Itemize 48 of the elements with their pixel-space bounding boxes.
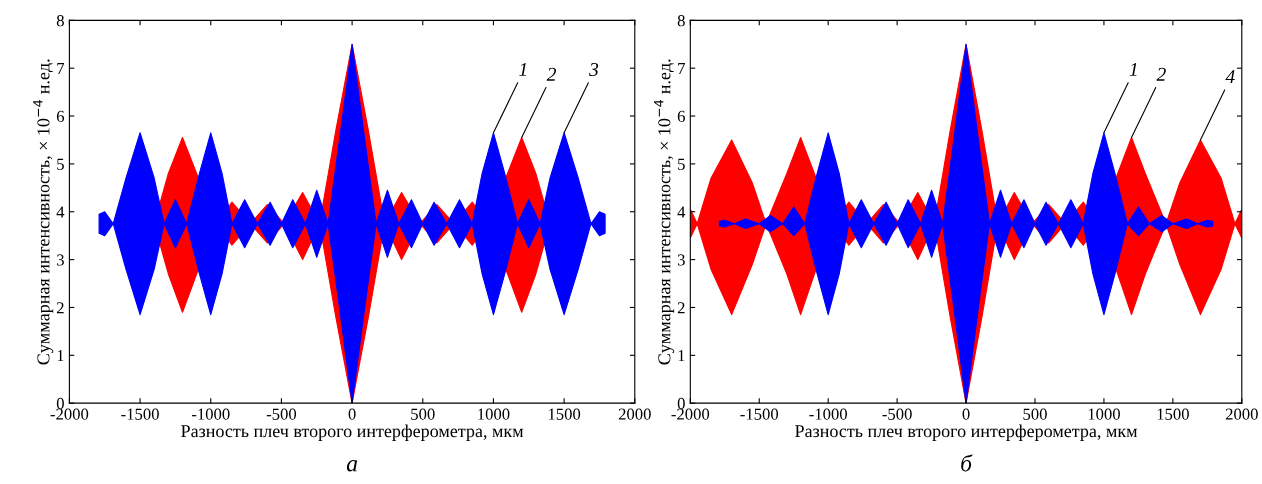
y-tick-label: 4 (56, 206, 65, 218)
annotation: 2 (546, 67, 556, 81)
x-tick-label: 500 (411, 408, 435, 420)
y-tick-label: 3 (677, 254, 685, 266)
y-tick-label: 8 (56, 15, 64, 27)
x-tick-label: -2000 (671, 408, 710, 420)
y-axis-title: Суммарная интенсивность, × 10$^{−4}$ н.ед. (33, 59, 54, 365)
y-tick-label: 5 (57, 158, 64, 170)
y-tick-label: 0 (56, 397, 64, 410)
x-axis-title: Разность плеч второго интерферометра, мкм (181, 424, 524, 441)
text: а (346, 460, 358, 472)
y-tick-label: 2 (677, 302, 685, 314)
annotation: 1 (1129, 63, 1137, 76)
y-tick-label: 4 (677, 206, 686, 218)
x-tick-label: -2000 (50, 408, 89, 420)
y-tick-label: 7 (678, 63, 685, 74)
y-tick-label: 1 (57, 350, 64, 362)
x-tick-label: 0 (348, 408, 356, 420)
x-tick-label: -1000 (191, 408, 230, 420)
x-tick-label: 0 (962, 408, 970, 420)
x-tick-label: 2000 (1225, 408, 1258, 420)
y-axis-title: Суммарная интенсивность, × 10$^{−4}$ н.ед. (654, 59, 675, 365)
annotation: 4 (1225, 70, 1235, 84)
x-tick-label: 500 (1023, 408, 1047, 420)
x-tick-label: 1000 (1088, 408, 1120, 420)
x-tick-label: -500 (266, 408, 297, 420)
text: б (961, 454, 973, 472)
x-tick-label: -500 (882, 408, 912, 420)
y-tick-label: 6 (677, 110, 685, 122)
y-tick-label: 2 (56, 302, 64, 314)
y-tick-label: 3 (57, 254, 64, 266)
annotation: 2 (1156, 67, 1166, 81)
x-axis-title: Разность плеч второго интерферометра, мкм (795, 424, 1138, 441)
x-tick-label: -1000 (809, 408, 847, 420)
x-tick-label: 1500 (548, 408, 581, 420)
x-tick-label: 2000 (618, 408, 651, 420)
y-tick-label: 0 (677, 397, 685, 410)
y-tick-label: 1 (678, 350, 685, 362)
x-tick-label: -1500 (740, 408, 779, 420)
x-tick-label: 1500 (1157, 408, 1189, 420)
x-tick-label: 1000 (478, 408, 510, 420)
annotation: 1 (519, 63, 527, 76)
y-tick-label: 8 (677, 15, 685, 27)
y-tick-label: 5 (678, 158, 685, 170)
y-tick-label: 7 (57, 63, 65, 74)
x-tick-label: -1500 (121, 408, 159, 420)
annotation: 3 (589, 62, 599, 77)
y-tick-label: 6 (56, 110, 65, 122)
